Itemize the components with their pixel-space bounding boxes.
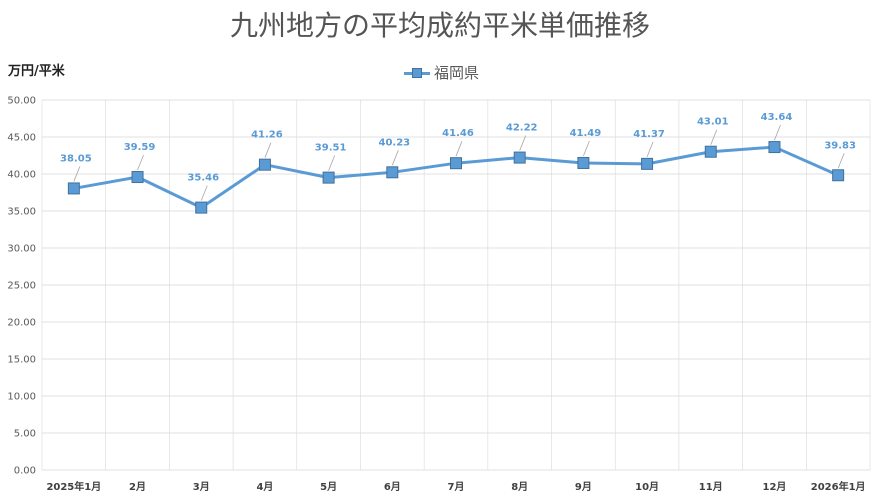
legend-marker-icon <box>404 65 430 81</box>
data-point-marker <box>195 201 208 214</box>
data-point-marker <box>258 158 271 171</box>
data-label: 43.01 <box>697 117 729 128</box>
data-label-leader <box>73 166 81 182</box>
data-point-marker <box>577 156 590 169</box>
chart-title: 九州地方の平均成約平米単価推移 <box>229 9 650 42</box>
data-label: 39.83 <box>824 140 856 151</box>
x-tick-label: 10月 <box>635 481 659 493</box>
y-axis-unit-label: 万円/平米 <box>8 64 65 79</box>
x-tick-label: 6月 <box>384 481 401 493</box>
y-tick-label: 35.00 <box>7 207 36 218</box>
x-tick-label: 11月 <box>699 481 723 493</box>
data-point-marker <box>768 141 781 154</box>
data-label-leader <box>328 155 335 171</box>
y-tick-label: 10.00 <box>7 392 36 403</box>
data-point-marker <box>322 171 335 184</box>
y-tick-label: 40.00 <box>7 170 36 181</box>
data-label: 41.26 <box>251 130 283 141</box>
x-tick-label: 2月 <box>129 481 146 493</box>
data-label: 38.05 <box>60 153 92 164</box>
x-tick-label: 2025年1月 <box>46 480 101 493</box>
x-tick-label: 5月 <box>320 481 337 493</box>
data-label: 41.46 <box>442 128 474 139</box>
y-tick-label: 45.00 <box>7 133 36 144</box>
data-label: 43.64 <box>761 112 793 123</box>
y-tick-label: 25.00 <box>7 281 36 292</box>
data-label-leader <box>837 153 845 169</box>
x-tick-label: 7月 <box>448 481 465 493</box>
data-label-leader <box>455 141 463 157</box>
x-tick-label: 4月 <box>256 481 273 493</box>
data-label: 39.59 <box>124 142 156 153</box>
data-point-marker <box>450 157 462 170</box>
data-point-marker <box>67 182 80 195</box>
data-label: 40.23 <box>378 137 410 148</box>
legend: 福岡県 <box>404 62 479 83</box>
y-tick-label: 15.00 <box>7 355 36 366</box>
legend-series-label: 福岡県 <box>434 64 480 82</box>
data-label-leader <box>583 140 590 157</box>
data-label-leader <box>264 142 272 158</box>
y-tick-label: 5.00 <box>14 429 36 440</box>
y-tick-label: 30.00 <box>7 244 36 255</box>
data-point-marker <box>513 151 526 164</box>
data-label: 39.51 <box>315 143 347 154</box>
x-tick-label: 12月 <box>763 481 787 493</box>
data-label-leader <box>137 154 144 171</box>
data-label-leader <box>646 141 654 158</box>
x-tick-label: 8月 <box>511 481 528 493</box>
data-label: 41.37 <box>633 129 665 140</box>
x-tick-label: 2026年1月 <box>811 480 866 493</box>
data-label: 35.46 <box>187 173 219 184</box>
data-label-leader <box>519 135 527 151</box>
data-point-marker <box>641 157 654 170</box>
data-label-leader <box>200 185 208 201</box>
data-label-leader <box>710 129 718 145</box>
x-tick-label: 3月 <box>193 481 210 493</box>
data-point-marker <box>386 166 399 179</box>
y-tick-label: 50.00 <box>7 96 36 107</box>
data-point-marker <box>131 171 144 184</box>
data-point-marker <box>704 145 717 158</box>
y-tick-label: 0.00 <box>14 466 36 477</box>
data-label: 41.49 <box>570 128 602 139</box>
data-label-leader <box>391 150 399 166</box>
y-tick-label: 20.00 <box>7 318 36 329</box>
data-point-marker <box>832 169 845 182</box>
data-label: 42.22 <box>506 123 538 134</box>
x-tick-label: 9月 <box>575 481 592 493</box>
data-label-leader <box>774 124 781 141</box>
